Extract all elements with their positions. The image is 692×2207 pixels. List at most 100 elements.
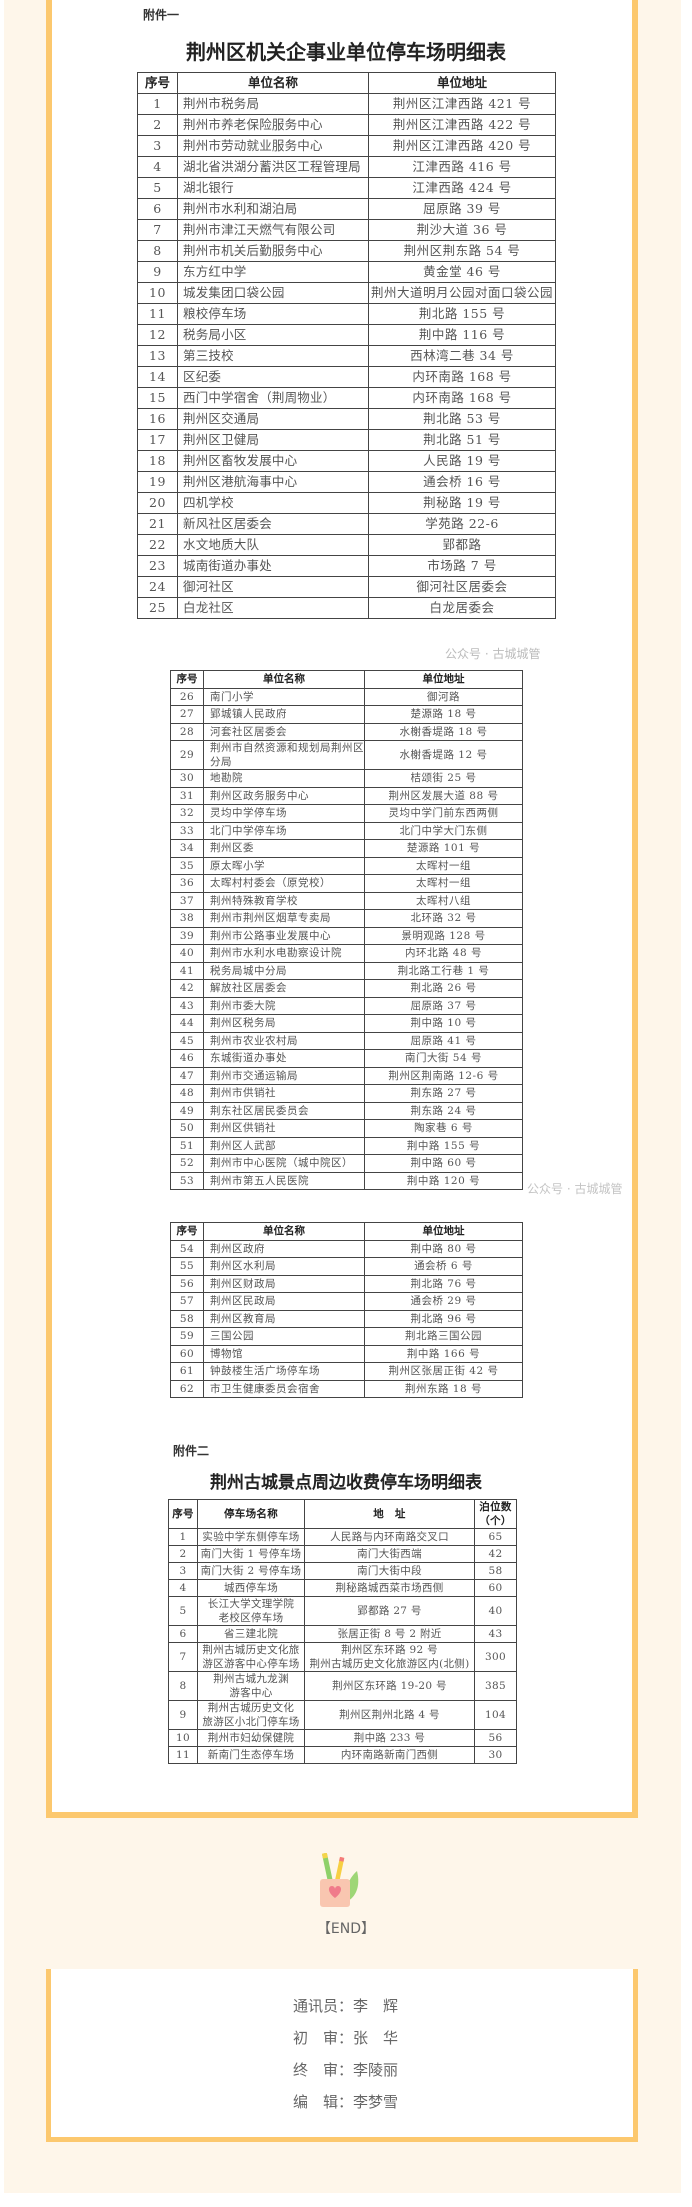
table-row: 20 四机学校 荆秘路 19 号: [137, 492, 556, 514]
table-row: 38 荆州市荆州区烟草专卖局 北环路 32 号: [170, 909, 523, 928]
credit-editor: 编 辑：李梦雪: [293, 2093, 399, 2111]
parking-table-2: 序号 单位名称 单位地址 26 南门小学 御河路 27 郢城镇人民政府 楚源路 18 号 28 河套…: [170, 670, 523, 1190]
table-cell: 郢都路 27 号: [304, 1596, 475, 1626]
table-cell: 荆州市机关后勤服务中心: [177, 240, 369, 262]
table-row: 9 东方红中学 黄金堂 46 号: [137, 261, 556, 283]
table-cell: 博物馆: [203, 1344, 365, 1363]
table-cell: 14: [137, 366, 178, 388]
table-row: 35 原太晖小学 太晖村一组: [170, 856, 523, 875]
column-header: 单位地址: [364, 1222, 523, 1241]
table-cell: 内环南路 168 号: [368, 387, 556, 409]
table-row: 39 荆州市公路事业发展中心 景明观路 128 号: [170, 926, 523, 945]
table-cell: 太晖村一组: [364, 856, 523, 875]
table-cell: 荆州市交通运输局: [203, 1066, 365, 1085]
table-row: 2 南门大街 1 号停车场 南门大街西端 42: [168, 1545, 517, 1563]
table-row: 3 荆州市劳动就业服务中心 荆州区江津西路 420 号: [137, 135, 556, 157]
column-header: 地 址: [304, 1499, 475, 1529]
table-row: 33 北门中学停车场 北门中学大门东侧: [170, 821, 523, 840]
table-cell: 荆州特殊教育学校: [203, 891, 365, 910]
table-cell: 荆州市荆州区烟草专卖局: [203, 909, 365, 928]
table-row: 1 荆州市税务局 荆州区江津西路 421 号: [137, 93, 556, 115]
table-cell: 荆州区政务服务中心: [203, 786, 365, 805]
table-cell: 御河社区居委会: [368, 576, 556, 598]
table-row: 57 荆州区民政局 通会桥 29 号: [170, 1292, 523, 1311]
table-row: 42 解放社区居委会 荆北路 26 号: [170, 979, 523, 998]
table-header-row: 序号 停车场名称地 址泊位数 （个）: [168, 1499, 517, 1529]
table-cell: 荆中路 233 号: [304, 1729, 475, 1747]
table-row: 13 第三技校 西林湾二巷 34 号: [137, 345, 556, 367]
table-cell: 58: [474, 1562, 517, 1580]
table-cell: 湖北省洪湖分蓄洪区工程管理局: [177, 156, 369, 178]
table-cell: 4: [137, 156, 178, 178]
attachment2-title: 荆州古城景点周边收费停车场明细表: [210, 1473, 482, 1493]
table-header-row: 序号 单位名称 单位地址: [170, 670, 523, 689]
table-cell: 陶家巷 6 号: [364, 1119, 523, 1138]
table-cell: 原太晖小学: [203, 856, 365, 875]
table-cell: 东方红中学: [177, 261, 369, 283]
table-header-row: 序号 单位名称 单位地址: [137, 72, 556, 94]
column-header: 单位名称: [203, 670, 365, 689]
table-cell: 49: [170, 1101, 204, 1120]
table-cell: 荆州市劳动就业服务中心: [177, 135, 369, 157]
table-cell: 解放社区居委会: [203, 979, 365, 998]
column-header: 单位地址: [364, 670, 523, 689]
table-cell: 荆州区荆州北路 4 号: [304, 1700, 475, 1730]
table-cell: 新风社区居委会: [177, 513, 369, 535]
table-cell: 长江大学文理学院 老校区停车场: [197, 1596, 305, 1626]
table-cell: 60: [170, 1344, 204, 1363]
table-cell: 9: [168, 1700, 198, 1730]
table-cell: 荆州区委: [203, 839, 365, 858]
table-cell: 56: [474, 1729, 517, 1747]
column-header: 泊位数 （个）: [474, 1499, 517, 1529]
table-cell: 1: [137, 93, 178, 115]
table-cell: 300: [474, 1642, 517, 1672]
table-cell: 27: [170, 705, 204, 724]
table-cell: 荆州区荆南路 12-6 号: [364, 1066, 523, 1085]
table-cell: 荆州区荆东路 54 号: [368, 240, 556, 262]
table-row: 2 荆州市养老保险服务中心 荆州区江津西路 422 号: [137, 114, 556, 136]
table-cell: 荆州区税务局: [203, 1014, 365, 1033]
table-cell: 荆北路 76 号: [364, 1274, 523, 1293]
table-cell: 50: [170, 1119, 204, 1138]
table-cell: 25: [137, 597, 178, 619]
table-row: 40 荆州市水利水电勘察设计院 内环北路 48 号: [170, 944, 523, 963]
table-cell: 张居正街 8 号 2 附近: [304, 1625, 475, 1643]
table-cell: 33: [170, 821, 204, 840]
table-row: 49 荆东社区居民委员会 荆东路 24 号: [170, 1101, 523, 1120]
table-cell: 屈原路 41 号: [364, 1031, 523, 1050]
table-cell: 荆州市自然资源和规划局荆州区分局: [203, 740, 365, 770]
table-row: 10 城发集团口袋公园 荆州大道明月公园对面口袋公园: [137, 282, 556, 304]
table-cell: 荆北路 53 号: [368, 408, 556, 430]
table-cell: 西门中学宿舍（荆周物业）: [177, 387, 369, 409]
table-cell: 3: [137, 135, 178, 157]
table-cell: 第三技校: [177, 345, 369, 367]
table-cell: 河套社区居委会: [203, 722, 365, 741]
table-cell: 59: [170, 1327, 204, 1346]
table-cell: 新南门生态停车场: [197, 1746, 305, 1764]
table-cell: 南门大街 1 号停车场: [197, 1545, 305, 1563]
table-cell: 7: [137, 219, 178, 241]
table-cell: 54: [170, 1239, 204, 1258]
pen-cup-icon: [320, 1853, 359, 1907]
table-cell: 东城街道办事处: [203, 1049, 365, 1068]
table-cell: 北环路 32 号: [364, 909, 523, 928]
table-cell: 荆州区发展大道 88 号: [364, 786, 523, 805]
table-row: 55 荆州区水利局 通会桥 6 号: [170, 1257, 523, 1276]
table-cell: 17: [137, 429, 178, 451]
table-cell: 水榭香堤路 12 号: [364, 740, 523, 770]
table-cell: 荆北路三国公园: [364, 1327, 523, 1346]
table-row: 10 荆州市妇幼保健院 荆中路 233 号 56: [168, 1729, 517, 1747]
table-cell: 荆中路 166 号: [364, 1344, 523, 1363]
table-row: 5 长江大学文理学院 老校区停车场 郢都路 27 号 40: [168, 1596, 517, 1626]
table-cell: 荆东路 24 号: [364, 1101, 523, 1120]
table-cell: 34: [170, 839, 204, 858]
table-cell: 52: [170, 1154, 204, 1173]
column-header: 序号: [170, 1222, 204, 1241]
table-cell: 47: [170, 1066, 204, 1085]
table-cell: 62: [170, 1379, 204, 1398]
table-cell: 36: [170, 874, 204, 893]
table-cell: 荆秘路城西菜市场西侧: [304, 1579, 475, 1597]
table-cell: 43: [474, 1625, 517, 1643]
table-cell: 桔颂街 25 号: [364, 769, 523, 788]
table-cell: 黄金堂 46 号: [368, 261, 556, 283]
